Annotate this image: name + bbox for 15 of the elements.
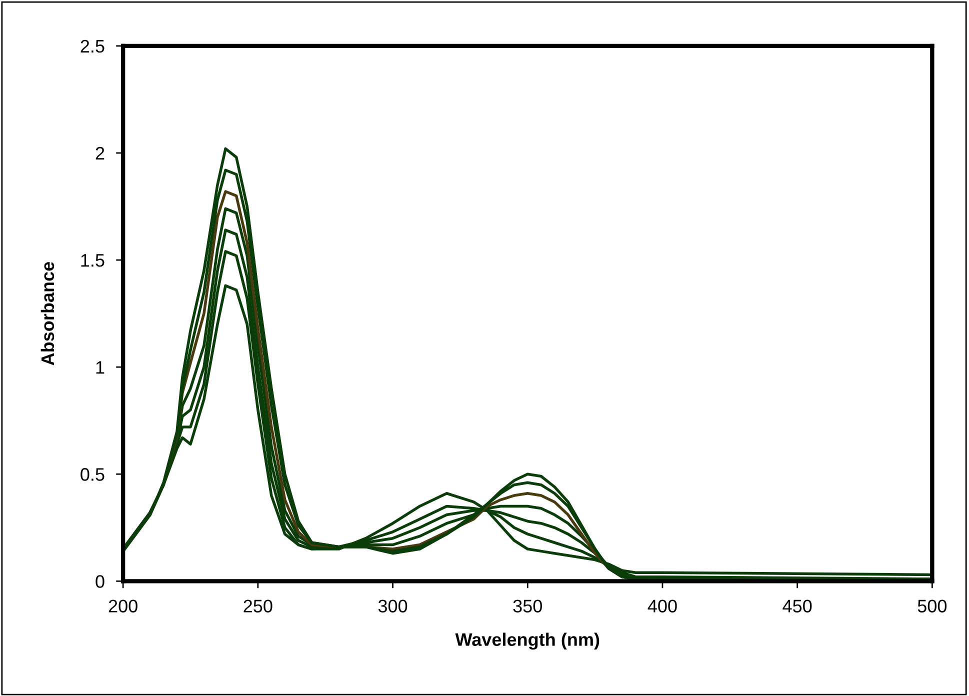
y-tick-label: 0.5: [80, 468, 104, 481]
x-tick-label: 250: [244, 600, 272, 612]
y-tick-label: 2: [96, 146, 104, 160]
x-tick-label: 350: [513, 600, 542, 612]
y-tick-label: 0: [96, 575, 104, 588]
y-tick-label: 1.5: [81, 254, 104, 267]
x-tick-label: 450: [782, 600, 812, 612]
x-tick-label: 300: [378, 600, 408, 612]
y-tick-label: 1: [96, 361, 104, 374]
y-axis-title: Absorbance: [40, 262, 54, 366]
x-tick-label: 500: [918, 600, 947, 612]
x-tick-label: 400: [648, 600, 677, 612]
y-tick-label: 2.5: [80, 40, 104, 53]
x-tick-label: 200: [108, 600, 138, 612]
x-axis-title: Wavelength (nm): [455, 632, 600, 650]
